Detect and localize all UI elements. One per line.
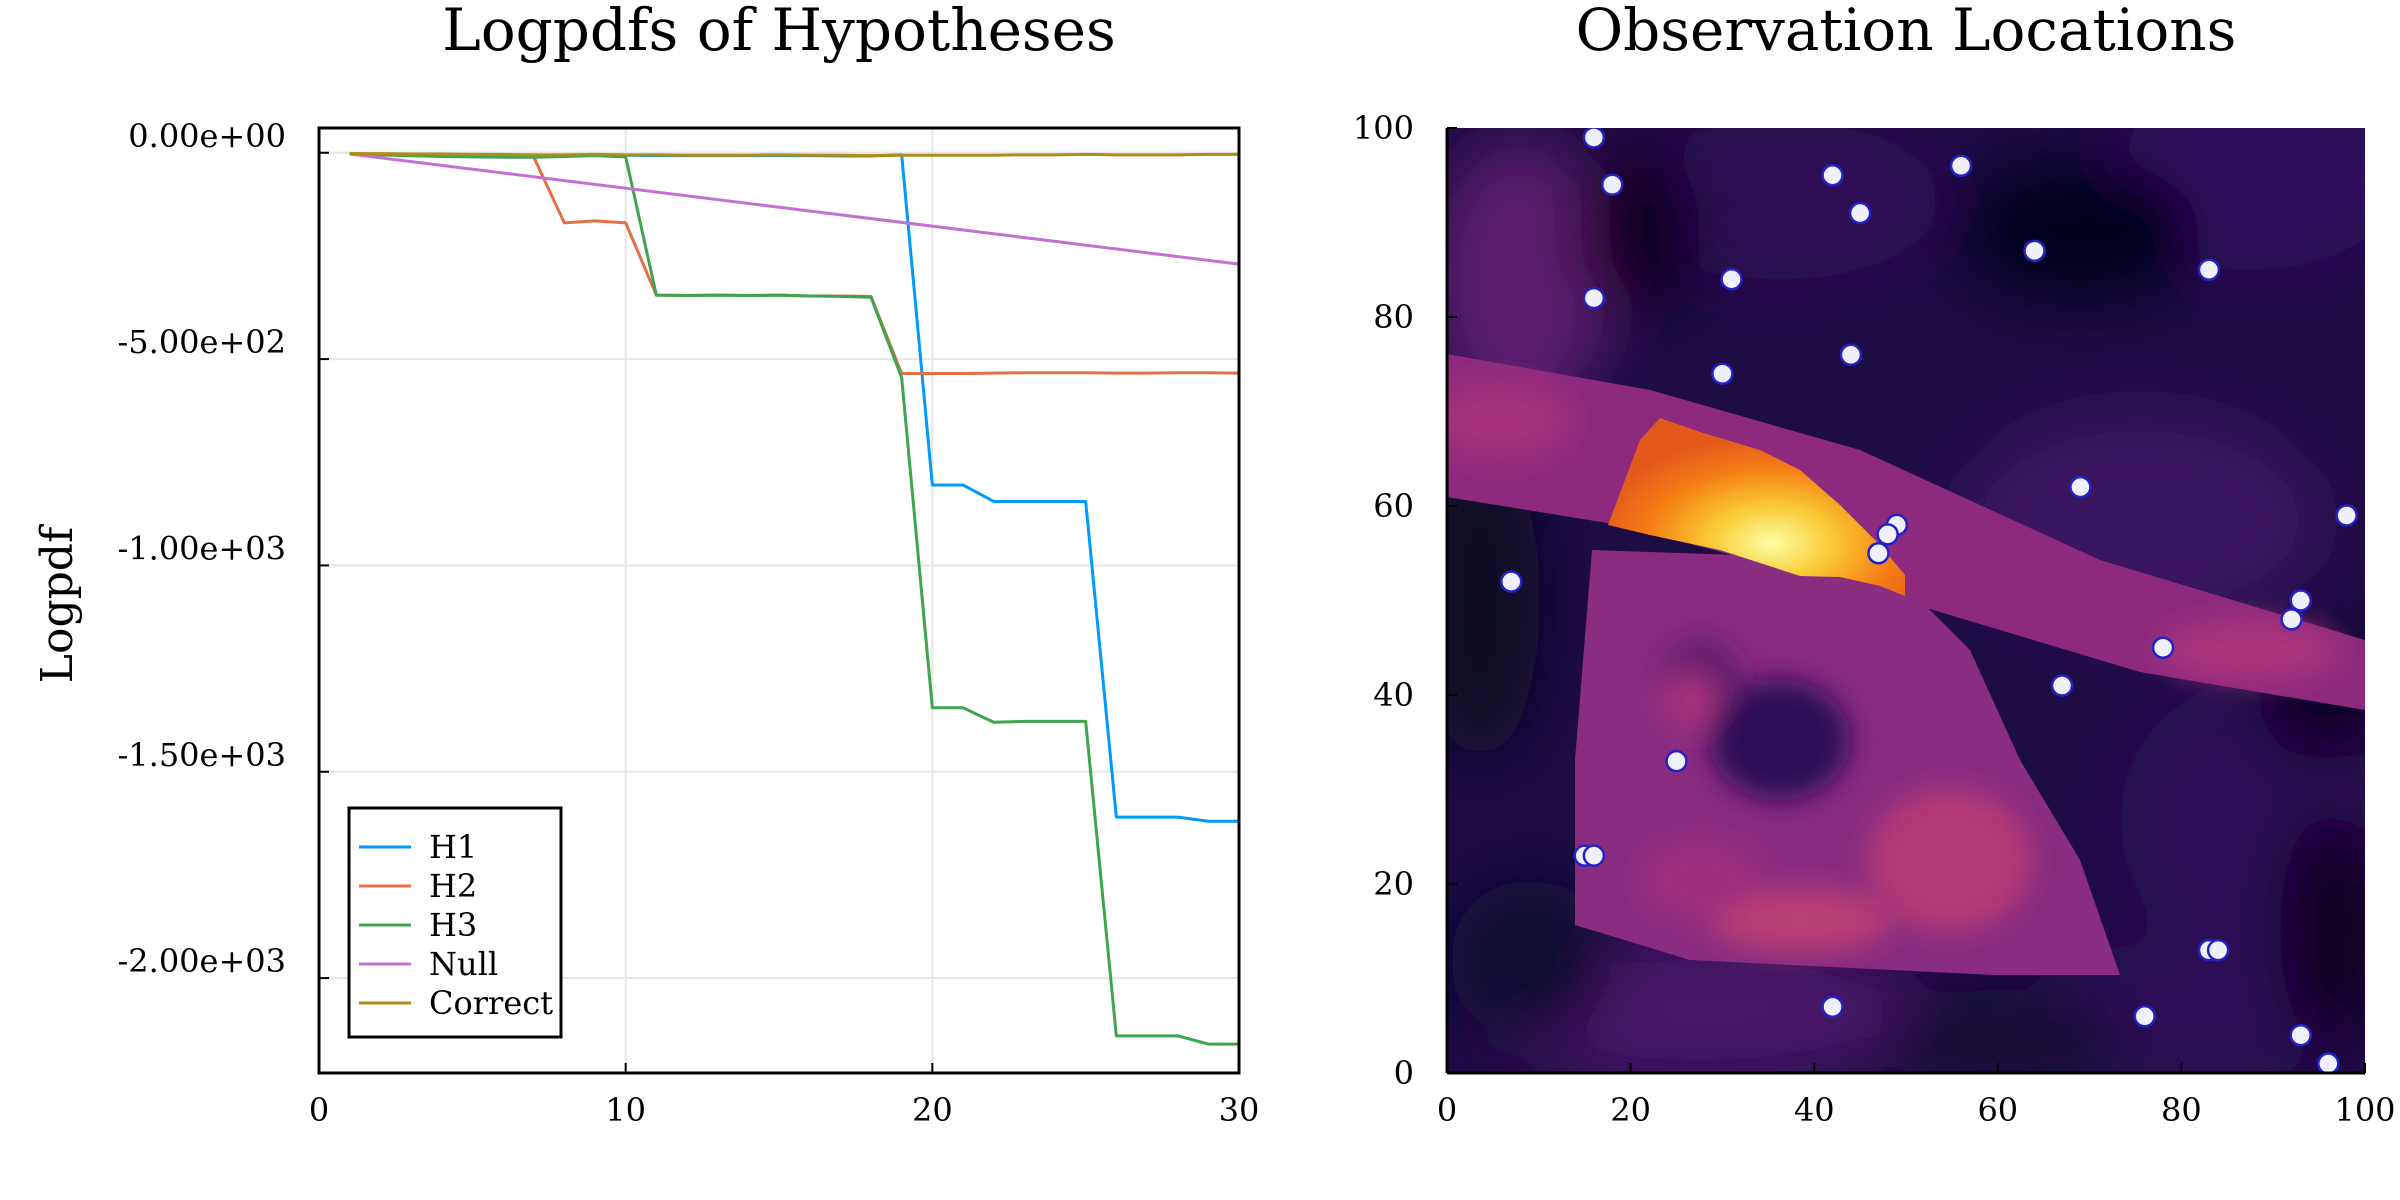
observation-point [2289,589,2312,612]
legend-label: H1 [429,828,477,866]
right-x-tick-label: 20 [1610,1091,1651,1129]
logpdf-line-chart: Logpdfs of Hypotheses Logpdf 0 10 20 30 0.0… [32,0,1259,1129]
series-line-correct [349,152,1239,158]
observation-point [1821,995,1844,1019]
series-line-h2 [349,152,1239,376]
left-y-tick-label: -5.00e+02 [117,323,286,361]
observation-point [1720,267,1743,291]
left-x-ticks: 0 10 20 30 [309,1063,1260,1129]
series-line-h1 [349,152,1239,823]
observation-point [1949,154,1973,178]
observation-point [2335,504,2358,527]
observation-point [2151,636,2175,659]
right-y-tick-label: 80 [1373,298,1414,336]
right-y-tick-label: 0 [1394,1054,1414,1092]
observation-point [1665,749,1688,773]
series-line-h3 [349,152,1239,1046]
observation-point [2023,239,2046,263]
observation-point [2289,1023,2312,1047]
right-x-ticks: 0 20 40 60 80 100 [1437,1063,2396,1129]
left-x-tick-label: 20 [912,1091,953,1129]
observation-points [1500,128,2358,1073]
left-x-tick-label: 0 [309,1091,329,1129]
observation-point [1848,201,1872,225]
series-line-null [349,152,1239,266]
legend-label: H2 [429,867,477,905]
right-y-tick-label: 60 [1373,487,1414,525]
left-x-tick-label: 10 [605,1091,646,1129]
observation-point [2206,938,2230,962]
observation-point [2317,1052,2340,1073]
right-x-tick-label: 60 [1977,1091,2018,1129]
left-y-axis-label: Logpdf [32,524,83,683]
observation-point [2280,608,2303,631]
observation-point [1500,570,1523,593]
observation-point [1711,362,1734,385]
observation-point [1582,128,1606,149]
right-chart-title: Observation Locations [1576,0,2237,64]
left-y-tick-label: -2.00e+03 [117,942,286,980]
observation-point [1600,173,1624,196]
observation-point [1867,542,1890,565]
right-y-tick-label: 20 [1373,865,1414,903]
left-series-lines [349,152,1239,1046]
left-x-tick-label: 30 [1219,1091,1260,1129]
observation-point [1821,164,1844,187]
observation-point [1582,844,1606,867]
right-x-tick-label: 100 [2334,1091,2395,1129]
right-x-tick-label: 0 [1437,1091,1457,1129]
legend-label: Null [429,945,498,983]
observation-point [2197,258,2221,281]
left-y-tick-label: 0.00e+00 [128,117,286,155]
observation-point [1582,286,1606,310]
left-plot-frame [317,126,1241,1075]
left-chart-title: Logpdfs of Hypotheses [442,0,1116,64]
observation-point [1839,343,1863,367]
observation-point [2133,1005,2156,1028]
observation-point [2050,674,2074,697]
legend-label: H3 [429,906,477,944]
right-y-tick-label: 100 [1353,109,1414,147]
left-y-tick-label: -1.50e+03 [117,736,286,774]
legend-label: Correct [429,984,553,1022]
left-y-tick-label: -1.00e+03 [117,529,286,567]
heatmap-background [1447,128,2365,1073]
observation-point [1876,523,1899,546]
observation-point [2069,475,2092,499]
right-y-ticks: 0 20 40 60 80 100 [1353,109,1457,1092]
right-x-tick-label: 80 [2161,1091,2202,1129]
observation-scatter-chart: Observation Locations [1353,0,2396,1129]
right-x-tick-label: 40 [1794,1091,1835,1129]
left-y-ticks: 0.00e+00 -5.00e+02 -1.00e+03 -1.50e+03 -2.00… [117,117,329,980]
legend-box [347,806,563,1039]
right-y-tick-label: 40 [1373,676,1414,714]
